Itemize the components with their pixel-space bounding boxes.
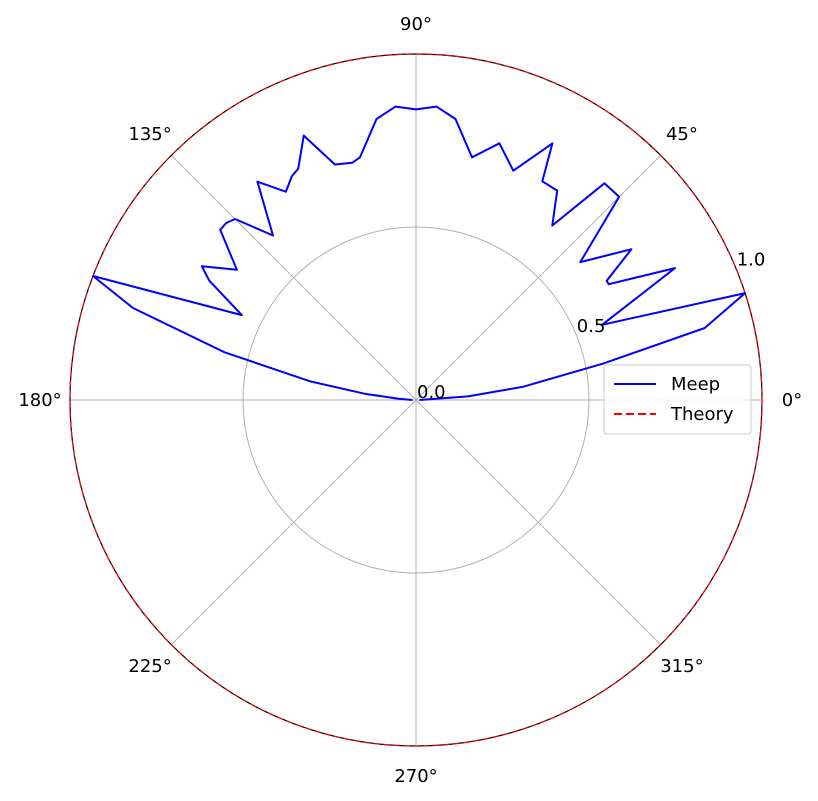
theory-line	[69, 53, 763, 747]
legend-meep-label: Meep	[671, 374, 720, 395]
r-gridline-0.5	[242, 226, 590, 574]
theta-tick-label-45: 45°	[666, 124, 698, 145]
theta-tick-label-0: 0°	[782, 390, 802, 411]
theta-tick-label-90: 90°	[400, 14, 432, 35]
grid-layer	[70, 54, 762, 746]
r-tick-label-2: 1.0	[737, 250, 766, 271]
meep-line	[92, 105, 747, 401]
theory-series	[69, 53, 763, 747]
theta-tick-label-135: 135°	[128, 124, 171, 145]
r-tick-labels: 0.0 0.5 1.0	[417, 250, 765, 403]
legend-theory-label: Theory	[670, 404, 734, 425]
theta-tick-label-225: 225°	[128, 656, 171, 677]
theta-tick-label-315: 315°	[660, 656, 703, 677]
legend: Meep Theory	[603, 364, 752, 435]
theta-tick-labels: 0° 45° 90° 135° 180° 225° 270° 315°	[18, 14, 802, 787]
r-tick-label-1: 0.5	[577, 316, 606, 337]
theta-tick-label-180: 180°	[18, 390, 61, 411]
theta-tick-label-270: 270°	[394, 766, 437, 787]
meep-series	[92, 105, 747, 401]
r-tick-label-0: 0.0	[417, 382, 446, 403]
legend-frame	[603, 364, 752, 435]
